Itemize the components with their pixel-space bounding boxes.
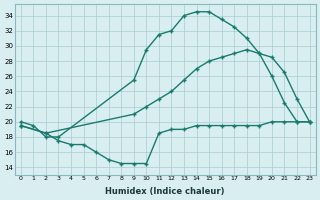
X-axis label: Humidex (Indice chaleur): Humidex (Indice chaleur) bbox=[106, 187, 225, 196]
